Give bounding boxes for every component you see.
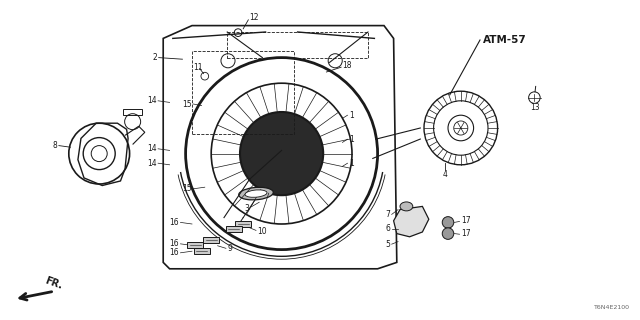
Ellipse shape [434,101,488,155]
Text: FR.: FR. [44,275,64,291]
Text: 1: 1 [349,111,353,120]
Bar [236,221,251,227]
Text: 17: 17 [461,229,470,238]
Ellipse shape [442,228,454,239]
Bar [123,109,142,115]
Text: 13: 13 [530,103,540,112]
Text: 1: 1 [349,135,353,144]
Bar [192,51,294,134]
Text: 17: 17 [461,216,470,225]
Text: 6: 6 [385,224,390,233]
Ellipse shape [400,202,413,211]
Polygon shape [394,206,429,237]
Text: 16: 16 [170,239,179,248]
Ellipse shape [245,190,267,197]
Text: 15: 15 [182,184,192,193]
Text: T6N4E2100: T6N4E2100 [595,305,630,310]
Ellipse shape [239,187,273,200]
Text: ATM-57: ATM-57 [483,35,527,45]
Bar [227,32,368,58]
Text: 2: 2 [152,53,157,62]
Bar [187,242,204,248]
Text: 14: 14 [147,96,157,105]
Ellipse shape [240,112,323,195]
Text: 12: 12 [250,13,259,22]
Bar [226,226,242,232]
Text: 18: 18 [342,61,352,70]
Text: 14: 14 [147,144,157,153]
Text: 4: 4 [442,170,447,179]
Bar [193,248,210,254]
Text: 16: 16 [170,218,179,227]
Text: 15: 15 [182,100,192,108]
Text: 16: 16 [170,248,179,257]
Text: 5: 5 [385,240,390,249]
Text: 10: 10 [257,227,267,236]
Text: 11: 11 [193,63,203,72]
Text: 9: 9 [227,244,232,253]
Ellipse shape [442,217,454,228]
Text: 8: 8 [53,141,58,150]
Text: 14: 14 [147,159,157,168]
Text: 1: 1 [349,159,353,168]
Text: 7: 7 [385,210,390,219]
Text: 3: 3 [244,204,250,212]
Bar [204,237,219,243]
